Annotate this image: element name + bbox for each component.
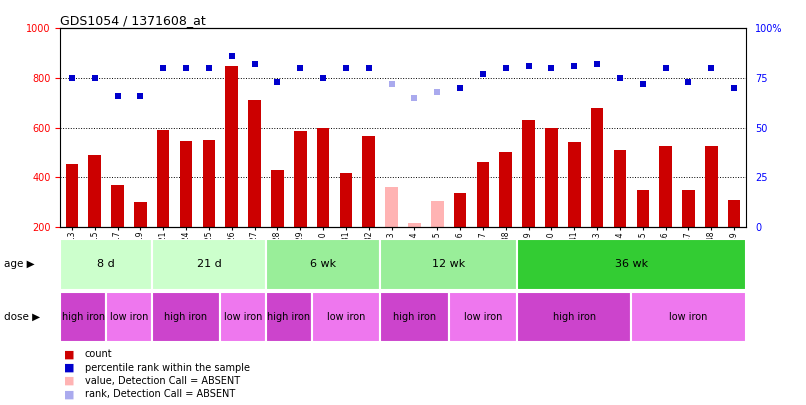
Text: low iron: low iron — [463, 312, 502, 322]
Bar — [312, 292, 380, 342]
Bar — [220, 292, 266, 342]
Bar — [682, 190, 695, 227]
Bar — [431, 201, 443, 227]
Text: 21 d: 21 d — [197, 259, 222, 269]
Bar — [454, 193, 467, 227]
Text: high iron: high iron — [62, 312, 105, 322]
Text: ■: ■ — [64, 376, 75, 386]
Bar — [517, 292, 631, 342]
Bar — [476, 162, 489, 227]
Bar — [317, 128, 330, 227]
Bar — [339, 173, 352, 227]
Bar — [408, 223, 421, 227]
Bar — [202, 141, 215, 227]
Bar — [568, 143, 580, 227]
Text: high iron: high iron — [164, 312, 208, 322]
Bar — [517, 239, 746, 290]
Text: low iron: low iron — [669, 312, 708, 322]
Bar — [106, 292, 152, 342]
Bar — [449, 292, 517, 342]
Text: percentile rank within the sample: percentile rank within the sample — [85, 363, 250, 373]
Bar — [522, 120, 535, 227]
Bar — [545, 128, 558, 227]
Text: high iron: high iron — [268, 312, 310, 322]
Text: count: count — [85, 350, 112, 359]
Bar — [637, 190, 649, 227]
Bar — [248, 100, 261, 227]
Bar — [380, 239, 517, 290]
Text: GDS1054 / 1371608_at: GDS1054 / 1371608_at — [60, 14, 206, 27]
Text: ■: ■ — [64, 350, 75, 359]
Text: low iron: low iron — [110, 312, 148, 322]
Bar — [271, 170, 284, 227]
Text: low iron: low iron — [326, 312, 365, 322]
Text: 36 wk: 36 wk — [615, 259, 648, 269]
Bar — [728, 200, 741, 227]
Bar — [705, 146, 717, 227]
Bar — [152, 239, 266, 290]
Bar — [65, 164, 78, 227]
Bar — [659, 146, 672, 227]
Text: ■: ■ — [64, 390, 75, 399]
Bar — [157, 130, 169, 227]
Text: 8 d: 8 d — [98, 259, 115, 269]
Text: 12 wk: 12 wk — [432, 259, 465, 269]
Bar — [500, 152, 512, 227]
Bar — [180, 141, 193, 227]
Text: 6 wk: 6 wk — [310, 259, 336, 269]
Text: age ▶: age ▶ — [4, 259, 35, 269]
Text: rank, Detection Call = ABSENT: rank, Detection Call = ABSENT — [85, 390, 235, 399]
Bar — [152, 292, 220, 342]
Bar — [60, 239, 152, 290]
Bar — [294, 131, 306, 227]
Bar — [266, 239, 380, 290]
Text: high iron: high iron — [393, 312, 436, 322]
Bar — [111, 185, 124, 227]
Bar — [613, 150, 626, 227]
Bar — [380, 292, 449, 342]
Bar — [89, 155, 101, 227]
Text: ■: ■ — [64, 363, 75, 373]
Text: dose ▶: dose ▶ — [4, 312, 40, 322]
Bar — [363, 136, 375, 227]
Bar — [226, 66, 238, 227]
Bar — [134, 202, 147, 227]
Text: low iron: low iron — [224, 312, 262, 322]
Text: high iron: high iron — [553, 312, 596, 322]
Bar — [631, 292, 746, 342]
Bar — [591, 108, 604, 227]
Bar — [60, 292, 106, 342]
Bar — [385, 187, 398, 227]
Bar — [266, 292, 312, 342]
Text: value, Detection Call = ABSENT: value, Detection Call = ABSENT — [85, 376, 239, 386]
